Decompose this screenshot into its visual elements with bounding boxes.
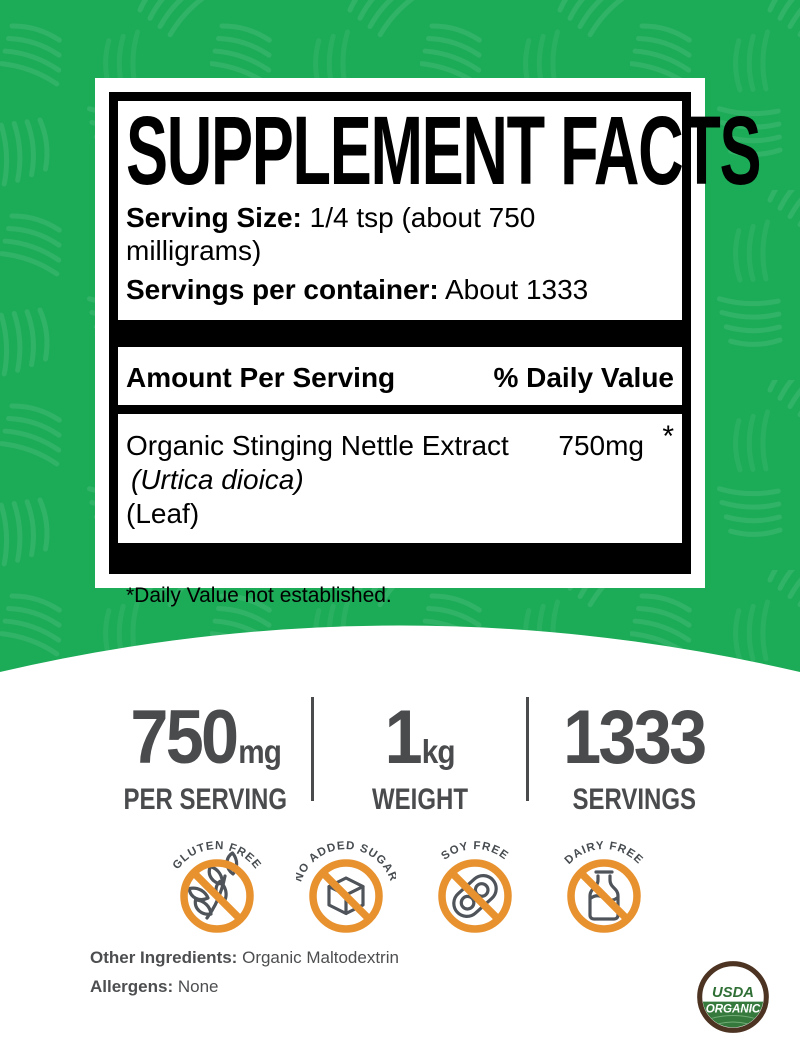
servings-value: About 1333 [445, 274, 589, 305]
divider-bar-thin [118, 405, 682, 414]
gluten-free-label: GLUTEN FREE [170, 840, 261, 872]
svg-text:SOY FREE: SOY FREE [439, 840, 510, 863]
allergens-line: Allergens: None [90, 977, 399, 997]
prohibition-circle-icon [566, 859, 641, 933]
allergens-label: Allergens: [90, 977, 174, 996]
serving-size-value: 1/4 tsp (about 750 milligrams) [126, 202, 536, 266]
dietary-badges-row: GLUTEN FREE NO ADDED SUGAR [10, 826, 800, 938]
stats-divider [525, 697, 529, 801]
serving-size-line: Serving Size: 1/4 tsp (about 750 milligr… [126, 201, 674, 267]
ingredient-plant-part: (Leaf) [126, 498, 200, 529]
stat-per-serving-label: PER SERVING [123, 783, 288, 816]
stat-servings-number: 1333 [562, 695, 707, 780]
hero-bottom-curve [0, 625, 800, 675]
daily-value-footnote: *Daily Value not established. [126, 584, 392, 607]
divider-bar-thick-top [118, 320, 682, 347]
stat-weight-label: WEIGHT [371, 783, 468, 816]
servings-per-container-line: Servings per container: About 1333 [126, 273, 674, 306]
facts-border-box: SUPPLEMENT FACTS Serving Size: 1/4 tsp (… [109, 92, 762, 607]
stats-divider [311, 697, 315, 801]
prohibition-circle-icon [308, 859, 383, 933]
gluten-free-badge: GLUTEN FREE [170, 840, 262, 933]
prohibition-circle-icon [179, 859, 254, 933]
ingredient-latin-name: (Urtica dioica) [131, 464, 304, 495]
stat-weight-number: 1kg [384, 695, 456, 780]
usda-seal-bottom-text: ORGANIC [706, 1004, 761, 1016]
stat-per-serving: 750mg PER SERVING [100, 692, 311, 817]
dairy-free-badge: DAIRY FREE [562, 840, 644, 933]
svg-text:GLUTEN FREE: GLUTEN FREE [170, 840, 262, 872]
supplement-facts-panel: SUPPLEMENT FACTS Serving Size: 1/4 tsp (… [95, 78, 762, 607]
divider-bar-thick-bottom [118, 543, 682, 570]
daily-value-header: % Daily Value [493, 362, 674, 393]
other-ingredients-line: Other Ingredients: Organic Maltodextrin [90, 948, 399, 968]
stat-servings: 1333 SERVINGS [529, 692, 740, 817]
no-added-sugar-badge: NO ADDED SUGAR [296, 840, 396, 933]
panel-title: SUPPLEMENT FACTS [126, 102, 762, 199]
stats-row: 750mg PER SERVING 1kg WEIGHT 1333 SERVIN… [100, 692, 740, 817]
stat-per-serving-number: 750mg [130, 695, 281, 780]
servings-label: Servings per container: [126, 274, 439, 305]
stat-weight: 1kg WEIGHT [314, 692, 525, 817]
soy-free-badge: SOY FREE [437, 840, 512, 933]
stat-servings-label: SERVINGS [572, 783, 697, 816]
ingredient-amount: 750mg [558, 430, 644, 461]
panel-title-text: SUPPLEMENT FACTS [126, 96, 762, 205]
ingredient-daily-value-asterisk: * [662, 420, 674, 453]
footer-ingredients-info: Other Ingredients: Organic Maltodextrin … [90, 948, 399, 1006]
ingredient-name: Organic Stinging Nettle Extract [126, 430, 509, 461]
ingredient-name-block: Organic Stinging Nettle Extract (Urtica … [126, 430, 548, 529]
allergens-value: None [177, 977, 219, 996]
table-header-row: Amount Per Serving % Daily Value [126, 362, 674, 394]
usda-organic-seal: USDA ORGANIC [697, 961, 769, 1033]
usda-seal-top-text: USDA [712, 985, 754, 1001]
serving-size-label: Serving Size: [126, 202, 302, 233]
amount-per-serving-header: Amount Per Serving [126, 362, 396, 393]
ingredient-row: Organic Stinging Nettle Extract (Urtica … [126, 421, 674, 529]
other-ingredients-label: Other Ingredients: [90, 948, 238, 967]
prohibition-circle-icon [437, 859, 512, 933]
other-ingredients-value: Organic Maltodextrin [242, 948, 399, 967]
soy-free-label: SOY FREE [439, 840, 509, 863]
